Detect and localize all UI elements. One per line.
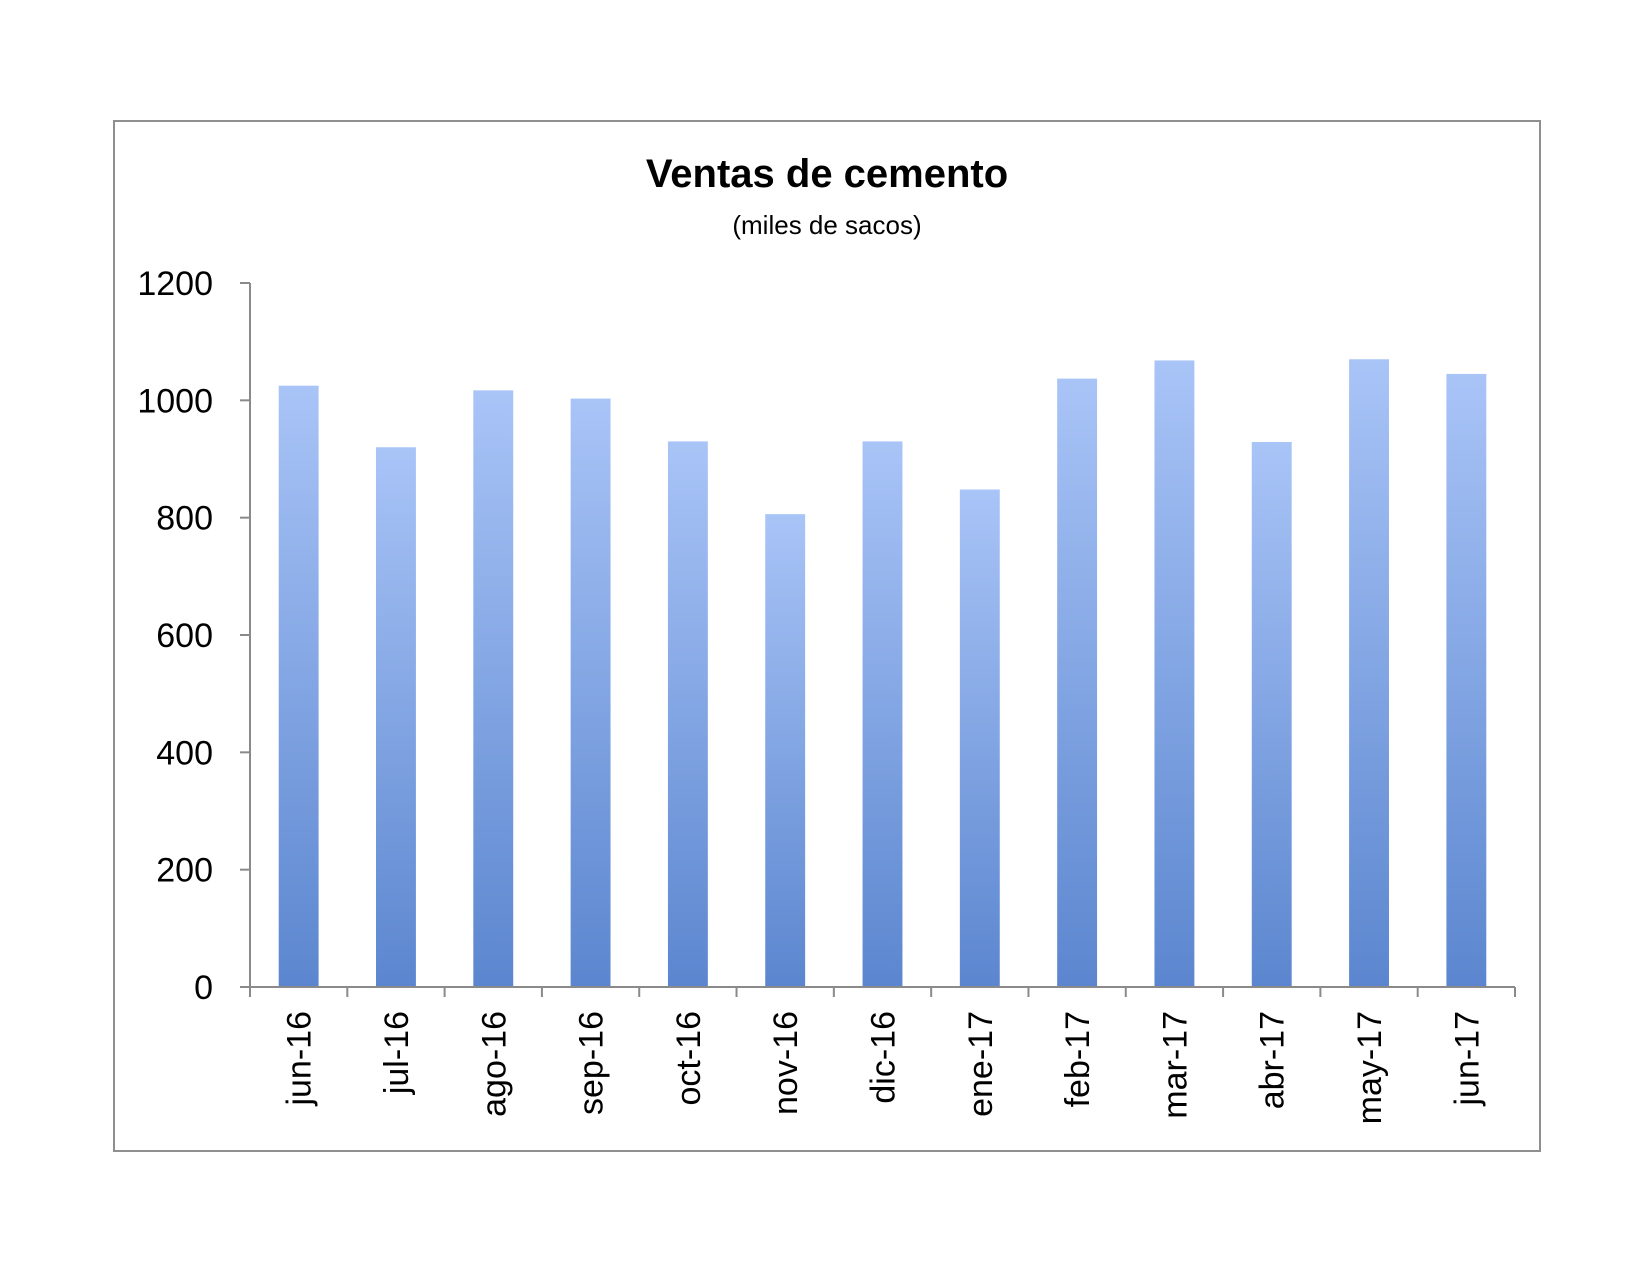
bar-sep-16 <box>570 398 611 987</box>
bar-ago-16 <box>473 390 514 987</box>
y-tick-label-600: 600 <box>156 617 213 655</box>
bar-nov-16 <box>765 514 806 987</box>
y-tick-label-200: 200 <box>156 852 213 890</box>
x-tick-label-jun-16: jun-16 <box>281 1011 319 1107</box>
bar-jun-16 <box>278 385 319 987</box>
x-tick-label-may-17: may-17 <box>1351 1011 1389 1124</box>
bar-dic-16 <box>862 441 903 987</box>
x-tick-label-jun-17: jun-17 <box>1448 1011 1486 1107</box>
bar-jul-16 <box>376 447 416 987</box>
x-tick-label-oct-16: oct-16 <box>670 1011 708 1106</box>
y-tick-label-400: 400 <box>156 734 213 772</box>
bar-jun-17 <box>1446 373 1487 987</box>
bar-abr-17 <box>1251 441 1292 987</box>
x-tick-label-ene-17: ene-17 <box>962 1011 1000 1117</box>
y-tick-label-800: 800 <box>156 500 213 538</box>
bar-feb-17 <box>1057 378 1098 987</box>
x-tick-label-sep-16: sep-16 <box>573 1011 611 1115</box>
axis-layer <box>240 282 1516 997</box>
y-tick-label-0: 0 <box>194 969 213 1007</box>
bar-ene-17 <box>959 489 1000 987</box>
x-tick-label-nov-16: nov-16 <box>767 1011 805 1115</box>
chart-frame: Ventas de cemento (miles de sacos) <box>113 120 1541 1152</box>
x-tick-label-abr-17: abr-17 <box>1254 1011 1292 1109</box>
x-tick-label-ago-16: ago-16 <box>475 1011 513 1117</box>
chart-title: Ventas de cemento <box>645 152 1009 196</box>
x-tick-label-jul-16: jul-16 <box>378 1011 416 1095</box>
y-tick-label-1000: 1000 <box>137 382 213 420</box>
x-tick-label-feb-17: feb-17 <box>1059 1011 1097 1107</box>
bar-mar-17 <box>1154 360 1195 987</box>
chart-subtitle: (miles de sacos) <box>732 210 922 240</box>
bar-may-17 <box>1349 359 1389 987</box>
bar-oct-16 <box>667 441 708 987</box>
x-tick-label-dic-16: dic-16 <box>865 1011 903 1104</box>
x-tick-label-mar-17: mar-17 <box>1156 1011 1194 1119</box>
y-tick-label-1200: 1200 <box>137 265 213 303</box>
labels-layer: 0 200 400 600 800 1000 1200 jun-16 jul-16 ago-16 s… <box>137 265 1486 1124</box>
bars-layer <box>278 359 1487 987</box>
